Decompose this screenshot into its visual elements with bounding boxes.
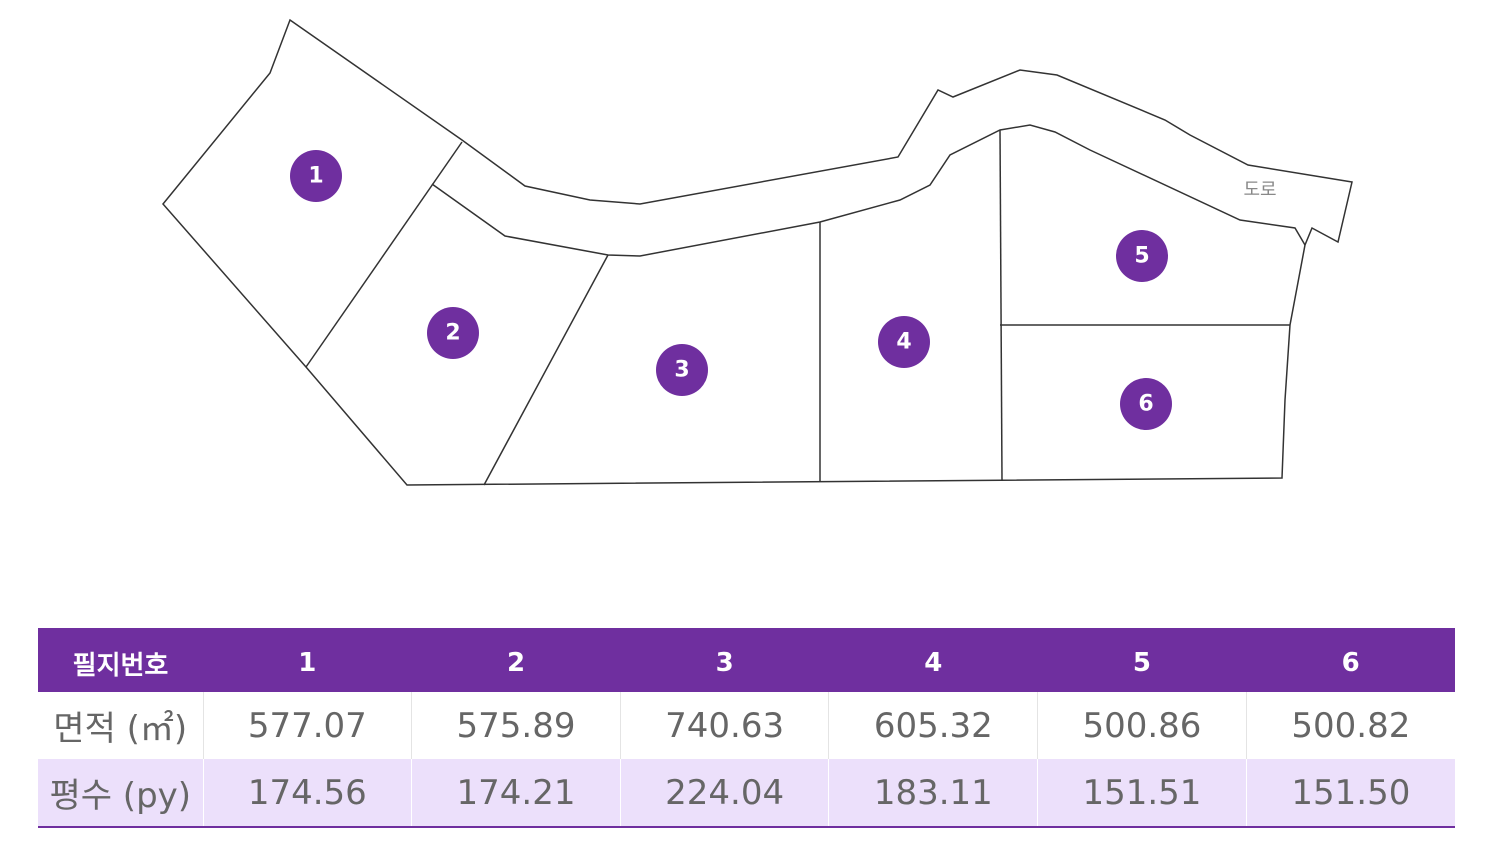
cell: 577.07 [202,692,412,759]
parcel-number: 5 [1134,244,1149,269]
cell: 224.04 [619,759,829,827]
marker-circle [878,316,930,368]
parcel-marker: 4 [878,316,930,368]
cell: 575.89 [411,692,621,759]
header-cell: 4 [828,628,1038,692]
outer-boundary [162,18,1353,486]
road-edge [431,124,1306,257]
table-row: 면적 (㎡) 577.07 575.89 740.63 605.32 500.86 500.… [38,692,1455,759]
marker-circle [1120,378,1172,430]
header-cell: 2 [411,628,621,692]
parcel-marker: 3 [656,344,708,396]
parcel-divider [483,254,609,486]
header-cell: 5 [1037,628,1247,692]
road-label: 도로 [1243,180,1276,201]
marker-circle [290,150,342,202]
row-label: 면적 (㎡) [53,709,188,749]
marker-circle [1116,230,1168,282]
cell: 605.32 [828,692,1038,759]
parcel-number: 3 [674,358,689,383]
parcel-marker: 6 [1120,378,1172,430]
parcel-map: 도로 1 2 3 4 5 6 [162,18,1353,486]
row-label: 평수 (py) [38,759,203,827]
parcel-marker: 2 [427,307,479,359]
table-body: 면적 (㎡) 577.07 575.89 740.63 605.32 500.86 500.… [38,692,1455,827]
header-row: 필지번호 1 2 3 4 5 6 [38,628,1455,692]
parcel-marker: 1 [290,150,342,202]
parcel-divider [999,129,1003,482]
marker-circle [427,307,479,359]
cell: 151.51 [1037,759,1247,827]
parcel-divider [305,141,463,368]
cell: 500.82 [1245,692,1455,759]
cell: 183.11 [828,759,1038,827]
marker-circle [656,344,708,396]
parcel-table: 필지번호 1 2 3 4 5 6 면적 (㎡) 577.07 575.89 740.63 605.3… [38,628,1455,828]
parcel-marker: 5 [1116,230,1168,282]
header-cell: 3 [620,628,829,692]
cell: 174.56 [202,759,412,827]
parcel-number: 6 [1138,392,1153,417]
cell: 174.21 [411,759,621,827]
header-cell: 필지번호 [38,628,203,692]
table-row: 평수 (py) 174.56 174.21 224.04 183.11 151.51 151… [38,759,1455,827]
parcel-number: 1 [308,164,323,189]
header-cell: 1 [203,628,412,692]
cell: 151.50 [1245,759,1455,827]
parcel-number: 4 [896,330,911,355]
cell: 740.63 [619,692,829,759]
cell: 500.86 [1037,692,1247,759]
header-cell: 6 [1246,628,1455,692]
parcel-number: 2 [445,321,460,346]
